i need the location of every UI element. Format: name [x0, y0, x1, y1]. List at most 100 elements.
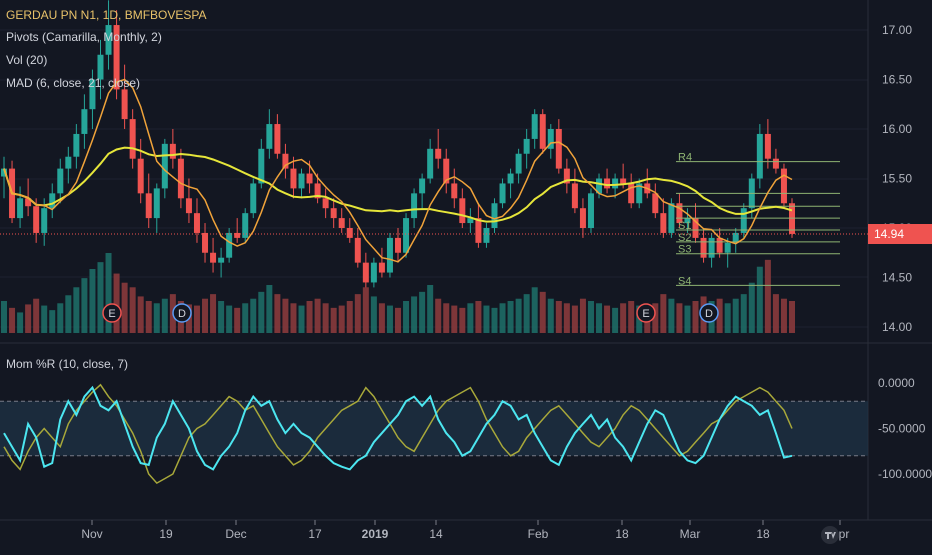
volume-bar	[274, 294, 281, 333]
time-axis-label: Mar	[680, 527, 701, 541]
oscillator-legend[interactable]: Mom %R (10, close, 7)	[6, 357, 129, 371]
candle	[596, 178, 603, 194]
candle	[49, 193, 56, 209]
volume-bar	[740, 294, 747, 333]
candle	[185, 198, 192, 214]
price-axis-label: 16.00	[882, 122, 912, 136]
pivots-legend[interactable]: Pivots (Camarilla, Monthly, 2)	[6, 30, 162, 44]
volume-bar	[652, 303, 659, 333]
volume-bar	[161, 298, 168, 333]
volume-bar	[604, 305, 611, 333]
time-axis-label: Dec	[225, 527, 246, 541]
candle	[378, 262, 385, 273]
candle	[89, 79, 96, 110]
volume-bar	[748, 282, 755, 333]
moving-averages	[0, 78, 868, 263]
volume-bar	[772, 294, 779, 333]
pivot-label: R4	[678, 152, 692, 164]
candle	[266, 124, 273, 149]
volume-bar	[411, 296, 418, 333]
volume-bar	[17, 312, 24, 333]
candle	[571, 183, 578, 209]
volume-bar	[660, 294, 667, 333]
dividend-marker-icon	[172, 303, 192, 323]
candle	[419, 178, 426, 194]
volume-bar	[571, 305, 578, 333]
oscillator-axis-label: -100.0000	[878, 467, 932, 481]
symbol-title[interactable]: GERDAU PN N1, 1D, BMFBOVESPA	[6, 8, 207, 22]
volume-bar	[89, 269, 96, 333]
candle	[756, 133, 763, 179]
volume-bar	[596, 303, 603, 333]
tradingview-logo-icon[interactable]	[820, 525, 840, 545]
volume-bar	[282, 298, 289, 333]
candle	[636, 183, 643, 204]
candle	[772, 158, 779, 169]
volume-bar	[202, 298, 209, 333]
candle	[314, 183, 321, 199]
volume-bar	[1, 301, 7, 333]
volume-bar	[780, 298, 787, 333]
mad-legend[interactable]: MAD (6, close, 21, close)	[6, 76, 141, 90]
candle	[692, 218, 699, 238]
candle	[386, 237, 393, 273]
candle	[652, 193, 659, 214]
volume-bar	[764, 259, 771, 333]
volume-bar	[49, 310, 56, 333]
time-axis-label: 14	[429, 527, 443, 541]
volume-bar	[250, 298, 257, 333]
oscillator-panel	[0, 383, 868, 485]
pivot-label: S2	[678, 232, 691, 244]
earnings-marker-icon	[102, 303, 122, 323]
candle	[81, 109, 88, 134]
candle	[105, 25, 112, 55]
volume-bar	[234, 307, 241, 333]
candle	[57, 168, 64, 194]
event-marker-label: D	[705, 308, 713, 320]
candle	[33, 206, 40, 233]
candle	[202, 232, 209, 253]
volume-bar	[612, 307, 619, 333]
time-axis-label: 17	[308, 527, 322, 541]
candle	[676, 203, 683, 224]
volume-legend[interactable]: Vol (20)	[6, 53, 48, 67]
candle	[65, 156, 72, 169]
candle	[306, 173, 313, 184]
volume-bar	[668, 298, 675, 333]
candle	[435, 148, 442, 159]
volume-bar	[579, 298, 586, 333]
volume-bar	[467, 303, 474, 333]
candle	[427, 148, 434, 179]
candle	[507, 173, 514, 184]
candle	[210, 252, 217, 263]
volume-bar	[692, 301, 699, 333]
candle	[97, 54, 104, 80]
volume-bar	[443, 303, 450, 333]
price-axis-label: 14.50	[882, 271, 912, 285]
candle	[250, 183, 257, 214]
volume-bar	[620, 303, 627, 333]
volume-bar	[97, 262, 104, 333]
volume-bar	[499, 303, 506, 333]
volume-bar	[306, 301, 313, 333]
candle	[563, 168, 570, 184]
volume-bar	[587, 301, 594, 333]
candle	[620, 178, 627, 184]
candle	[612, 178, 619, 189]
volume-bar	[435, 298, 442, 333]
price-axis-label: 15.50	[882, 172, 912, 186]
candle	[1, 168, 7, 177]
candle	[684, 218, 691, 224]
candle	[459, 198, 466, 224]
time-axis: Nov 19 Dec 17 2019 14 Feb 18 Mar 18 Apr	[81, 520, 849, 541]
volume-bar	[218, 301, 225, 333]
volume-bar	[346, 301, 353, 333]
candle	[25, 198, 32, 207]
candle	[483, 228, 490, 243]
volume-bar	[491, 307, 498, 333]
volume-bar	[483, 305, 490, 333]
candle	[73, 133, 80, 157]
